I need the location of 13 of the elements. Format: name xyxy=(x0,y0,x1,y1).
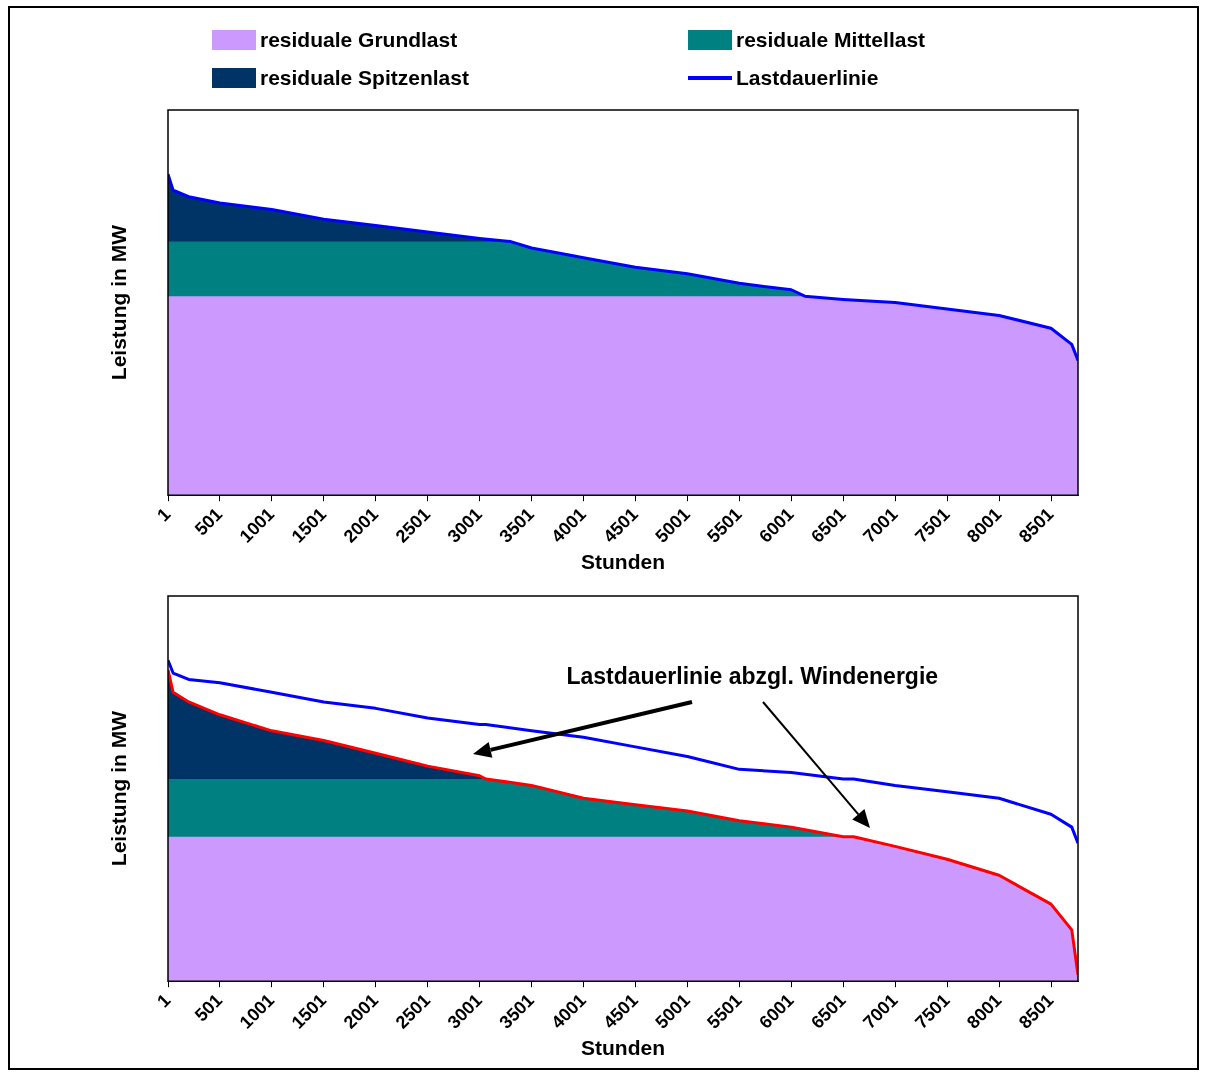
x-tick-label: 501 xyxy=(190,990,227,1026)
x-axis-title: Stunden xyxy=(581,1036,665,1060)
x-tick-label: 1 xyxy=(153,990,175,1012)
legend-label: residuale Mittellast xyxy=(736,28,926,52)
annotation: Lastdauerlinie abzgl. Windenergie xyxy=(566,663,939,690)
legend-label: Lastdauerlinie xyxy=(736,66,879,90)
legend-label: residuale Spitzenlast xyxy=(260,66,469,90)
y-axis-title: Leistung in MW xyxy=(106,224,130,381)
y-axis-title: Leistung in MW xyxy=(106,710,130,867)
x-axis-title: Stunden xyxy=(581,550,665,574)
x-tick-label: 501 xyxy=(190,504,227,540)
legend-label: residuale Grundlast xyxy=(260,28,458,52)
x-tick-label: 1 xyxy=(153,504,175,526)
